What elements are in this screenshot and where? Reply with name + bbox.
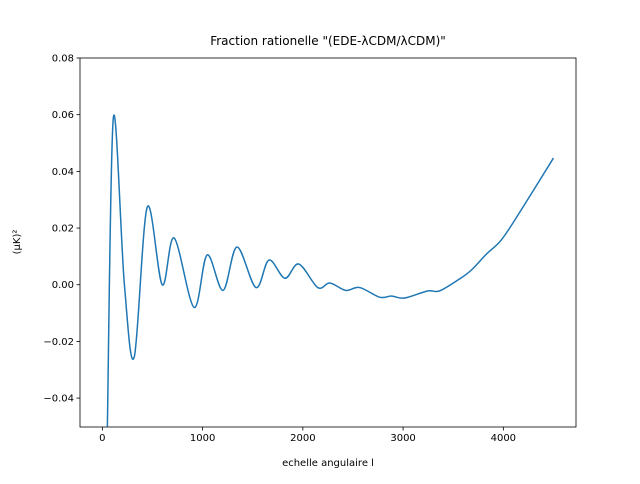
y-tick-label: 0.00 — [52, 280, 74, 291]
line-series — [106, 114, 555, 427]
x-tick-label: 4000 — [491, 433, 516, 444]
y-tick-label: 0.06 — [52, 110, 74, 121]
x-tick-label: 1000 — [190, 433, 215, 444]
y-tick-label: 0.04 — [52, 167, 74, 178]
x-tick-label: 3000 — [390, 433, 415, 444]
y-tick-label: −0.04 — [43, 394, 74, 405]
x-tick-label: 2000 — [290, 433, 315, 444]
y-axis-label: (µK)² — [12, 230, 23, 255]
y-tick-label: 0.02 — [52, 224, 74, 235]
y-tick-label: 0.08 — [52, 54, 74, 65]
chart-title: Fraction rationelle "(EDE-λCDM/λCDM)" — [210, 34, 446, 48]
plot-area — [106, 114, 555, 427]
x-tick-label: 0 — [99, 433, 105, 444]
x-axis-label: echelle angulaire l — [282, 458, 374, 469]
axes-frame — [79, 57, 577, 428]
y-tick-label: −0.02 — [43, 337, 74, 348]
